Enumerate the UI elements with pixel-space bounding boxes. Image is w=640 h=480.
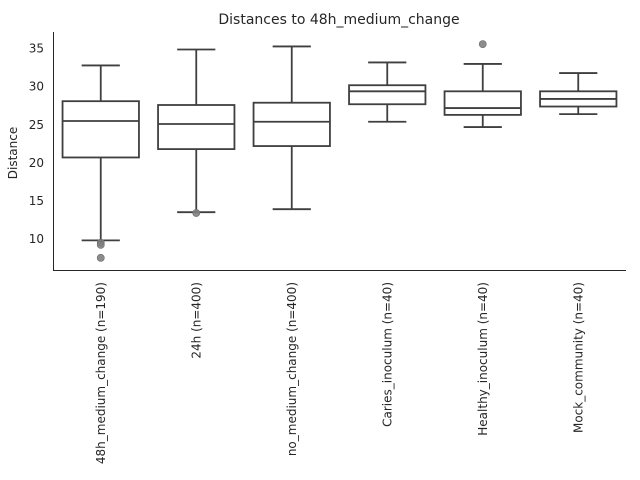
box-iqr <box>157 104 236 150</box>
box-group <box>61 64 140 262</box>
x-tick-label: no_medium_change (n=400) <box>285 282 299 456</box>
x-tick-label: Caries_inoculum (n=40) <box>380 282 394 427</box>
outlier-point <box>192 209 201 217</box>
plot-area <box>61 40 618 262</box>
outlier-point <box>96 253 105 262</box>
box-iqr <box>61 100 140 159</box>
y-axis-label: Distance <box>6 127 20 179</box>
x-axis-labels: 48h_medium_change (n=190) 24h (n=400) no_m… <box>94 282 586 464</box>
outlier-point <box>96 241 105 249</box>
y-tick-label: 35 <box>29 42 44 56</box>
y-tick-label: 20 <box>29 156 44 170</box>
x-tick-label: Healthy_inoculum (n=40) <box>476 282 490 436</box>
y-tick-label: 10 <box>29 232 44 246</box>
box-iqr <box>348 84 427 106</box>
x-tick-label: 48h_medium_change (n=190) <box>94 282 108 464</box>
x-tick-label: 24h (n=400) <box>189 282 203 359</box>
y-tick-label: 30 <box>29 80 44 94</box>
y-tick-label: 25 <box>29 118 44 132</box>
box-group <box>157 48 236 217</box>
y-axis-ticks: 10 15 20 25 30 35 <box>29 42 44 246</box>
x-tick-label: Mock_community (n=40) <box>571 282 585 433</box>
box-iqr <box>443 90 522 116</box>
y-tick-label: 15 <box>29 194 44 208</box>
outlier-point <box>478 40 487 49</box>
chart-title: Distances to 48h_medium_change <box>218 12 459 28</box>
box-group <box>252 45 331 211</box>
box-group <box>348 61 427 123</box>
box-group <box>443 40 522 128</box>
box-iqr <box>252 101 331 147</box>
box-group <box>539 72 618 116</box>
